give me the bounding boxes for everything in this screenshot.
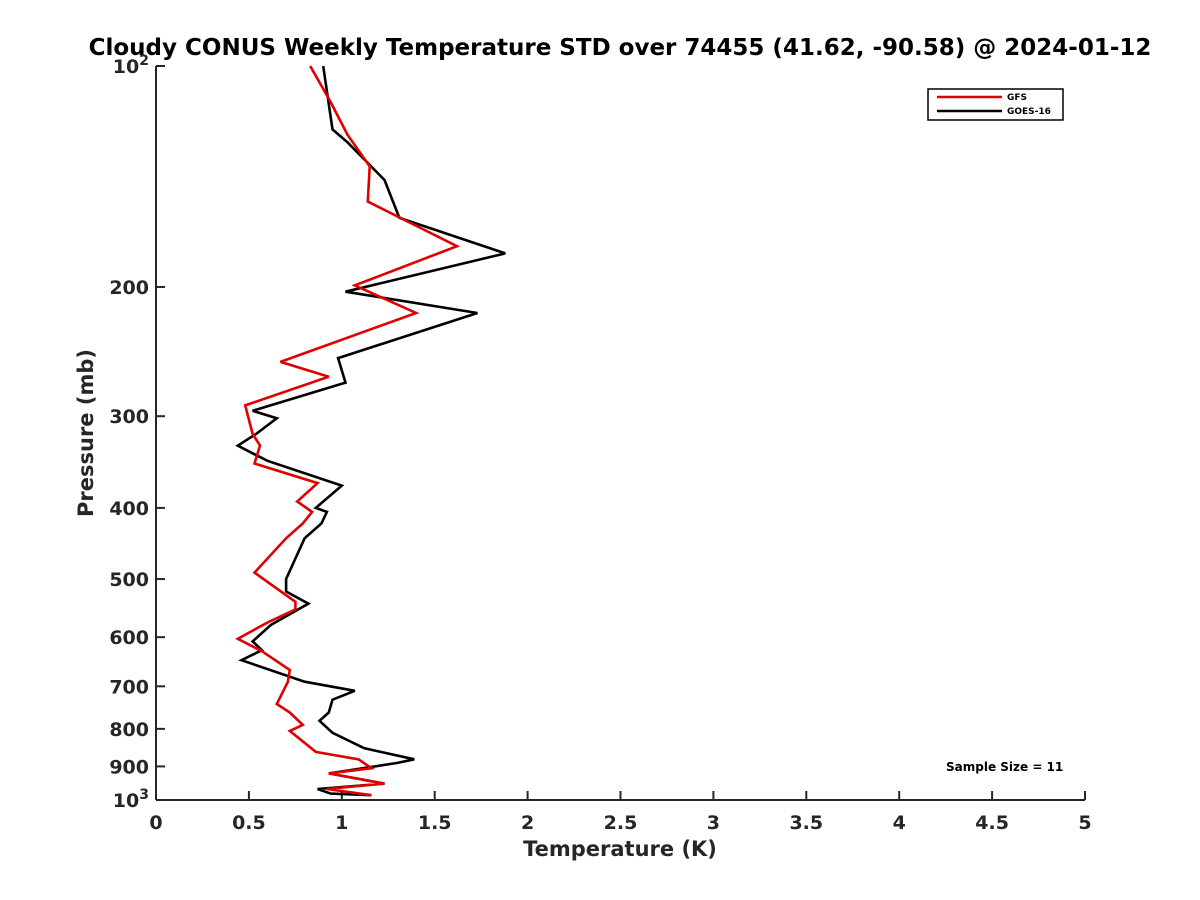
y-tick-label: 300 xyxy=(109,406,149,428)
x-tick-label: 3.5 xyxy=(789,812,823,834)
x-tick-label: 0.5 xyxy=(232,812,266,834)
x-tick-label: 4 xyxy=(893,812,906,834)
series-line-gfs xyxy=(235,65,461,797)
x-tick-label: 5 xyxy=(1078,812,1091,834)
x-tick-label: 3 xyxy=(707,812,720,834)
x-tick-label: 2 xyxy=(521,812,534,834)
x-tick-label: 1 xyxy=(335,812,348,834)
legend-box xyxy=(927,88,1064,121)
y-tick-label: 600 xyxy=(109,627,149,649)
y-tick-label: 500 xyxy=(109,569,149,591)
x-tick-label: 2.5 xyxy=(604,812,638,834)
sample-size-annotation: Sample Size = 11 xyxy=(946,760,1063,774)
legend-label-gfs: GFS xyxy=(1007,93,1027,103)
chart-title: Cloudy CONUS Weekly Temperature STD over… xyxy=(89,35,1152,61)
y-tick-label: 103 xyxy=(113,787,149,812)
legend-label-goes16: GOES-16 xyxy=(1007,107,1051,117)
legend: GFS GOES-16 xyxy=(927,88,1064,121)
y-tick-label: 900 xyxy=(109,756,149,778)
series-line-goes16 xyxy=(235,65,506,797)
y-axis-label: Pressure (mb) xyxy=(74,349,98,517)
x-axis-ticks: 0 0.5 1 1.5 2 2.5 3 3.5 4 4.5 5 xyxy=(149,791,1092,834)
series-lines xyxy=(235,65,506,797)
x-tick-label: 4.5 xyxy=(975,812,1009,834)
plot-area: 0 0.5 1 1.5 2 2.5 3 3.5 4 4.5 5 102 200 300 400 500 600… xyxy=(109,53,1091,834)
y-tick-label: 400 xyxy=(109,498,149,520)
x-axis-label: Temperature (K) xyxy=(523,837,717,861)
y-axis-ticks: 102 200 300 400 500 600 700 800 900 103 xyxy=(109,53,165,812)
y-tick-label: 102 xyxy=(113,53,149,78)
y-tick-label: 700 xyxy=(109,676,149,698)
x-tick-label: 1.5 xyxy=(418,812,452,834)
x-tick-label: 0 xyxy=(149,812,162,834)
y-tick-label: 800 xyxy=(109,719,149,741)
y-tick-label: 200 xyxy=(109,277,149,299)
